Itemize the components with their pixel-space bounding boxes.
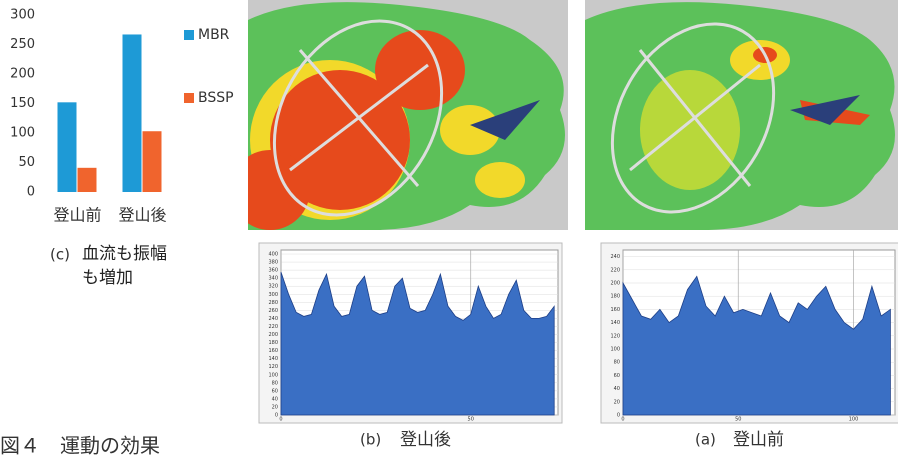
bar [58,102,77,192]
y-tick-label: 40 [272,396,278,402]
figure: 図４ 運動の効果 (b) 登山後 (a) 登山前 (c) 0 50 100 150 20… [0,0,898,457]
caption-label: (b) [360,431,381,449]
x-tick-label: 登山後 [118,206,166,225]
y-tick-label: 100 [610,347,620,353]
legend-label: MBR [198,27,230,43]
y-tick-label: 200 [10,67,35,82]
y-tick-label: 400 [268,252,278,258]
caption-label: (c) [50,246,70,264]
legend-swatch [184,93,194,103]
y-tick-label: 250 [10,37,35,52]
caption: 登山後 [400,430,451,450]
bar [123,34,142,192]
x-tick-label: 50 [468,417,474,423]
y-tick-label: 280 [268,300,278,306]
y-tick-label: 120 [610,333,620,339]
y-tick-label: 150 [10,96,35,111]
heatmap-before [580,0,898,241]
page: 図４ 運動の効果 (b) 登山後 (a) 登山前 (c) 0 50 100 150 20… [0,0,898,457]
y-tick-label: 50 [18,155,35,170]
caption: 登山前 [733,430,784,450]
x-tick-label: 登山前 [53,206,101,225]
y-tick-label: 300 [10,8,35,23]
y-tick-label: 20 [614,399,620,405]
x-tick-label: 0 [621,417,624,423]
bar [143,131,162,192]
y-tick-label: 120 [268,364,278,370]
y-tick-label: 260 [268,308,278,314]
y-tick-label: 380 [268,260,278,266]
legend-label: BSSP [198,90,234,106]
y-tick-label: 0 [275,413,278,419]
y-tick-label: 240 [610,254,620,260]
y-tick-label: 0 [27,185,35,200]
legend-swatch [184,30,194,40]
y-tick-label: 140 [610,320,620,326]
x-tick-label: 0 [279,417,282,423]
figure-caption: 図４ 運動の効果 [0,434,160,457]
caption: 血流も振幅も増加 [82,242,174,290]
y-tick-label: 320 [268,284,278,290]
y-tick-label: 160 [268,348,278,354]
y-tick-label: 200 [610,281,620,287]
y-tick-label: 0 [617,413,620,419]
heatmap-after [230,0,568,245]
y-tick-label: 180 [610,294,620,300]
y-tick-label: 220 [610,267,620,273]
y-tick-label: 240 [268,316,278,322]
y-tick-label: 140 [268,356,278,362]
x-tick-label: 100 [849,417,859,423]
y-tick-label: 100 [268,372,278,378]
bar [78,168,97,192]
y-tick-label: 100 [10,126,35,141]
y-tick-label: 300 [268,292,278,298]
y-tick-label: 200 [268,332,278,338]
y-tick-label: 20 [272,404,278,410]
x-tick-label: 50 [735,417,741,423]
y-tick-label: 40 [614,386,620,392]
y-tick-label: 80 [614,360,620,366]
y-tick-label: 180 [268,340,278,346]
y-tick-label: 60 [614,373,620,379]
y-tick-label: 60 [272,388,278,394]
y-tick-label: 80 [272,380,278,386]
caption-label: (a) [695,431,716,449]
y-tick-label: 340 [268,276,278,282]
y-tick-label: 360 [268,268,278,274]
y-tick-label: 160 [610,307,620,313]
y-tick-label: 220 [268,324,278,330]
